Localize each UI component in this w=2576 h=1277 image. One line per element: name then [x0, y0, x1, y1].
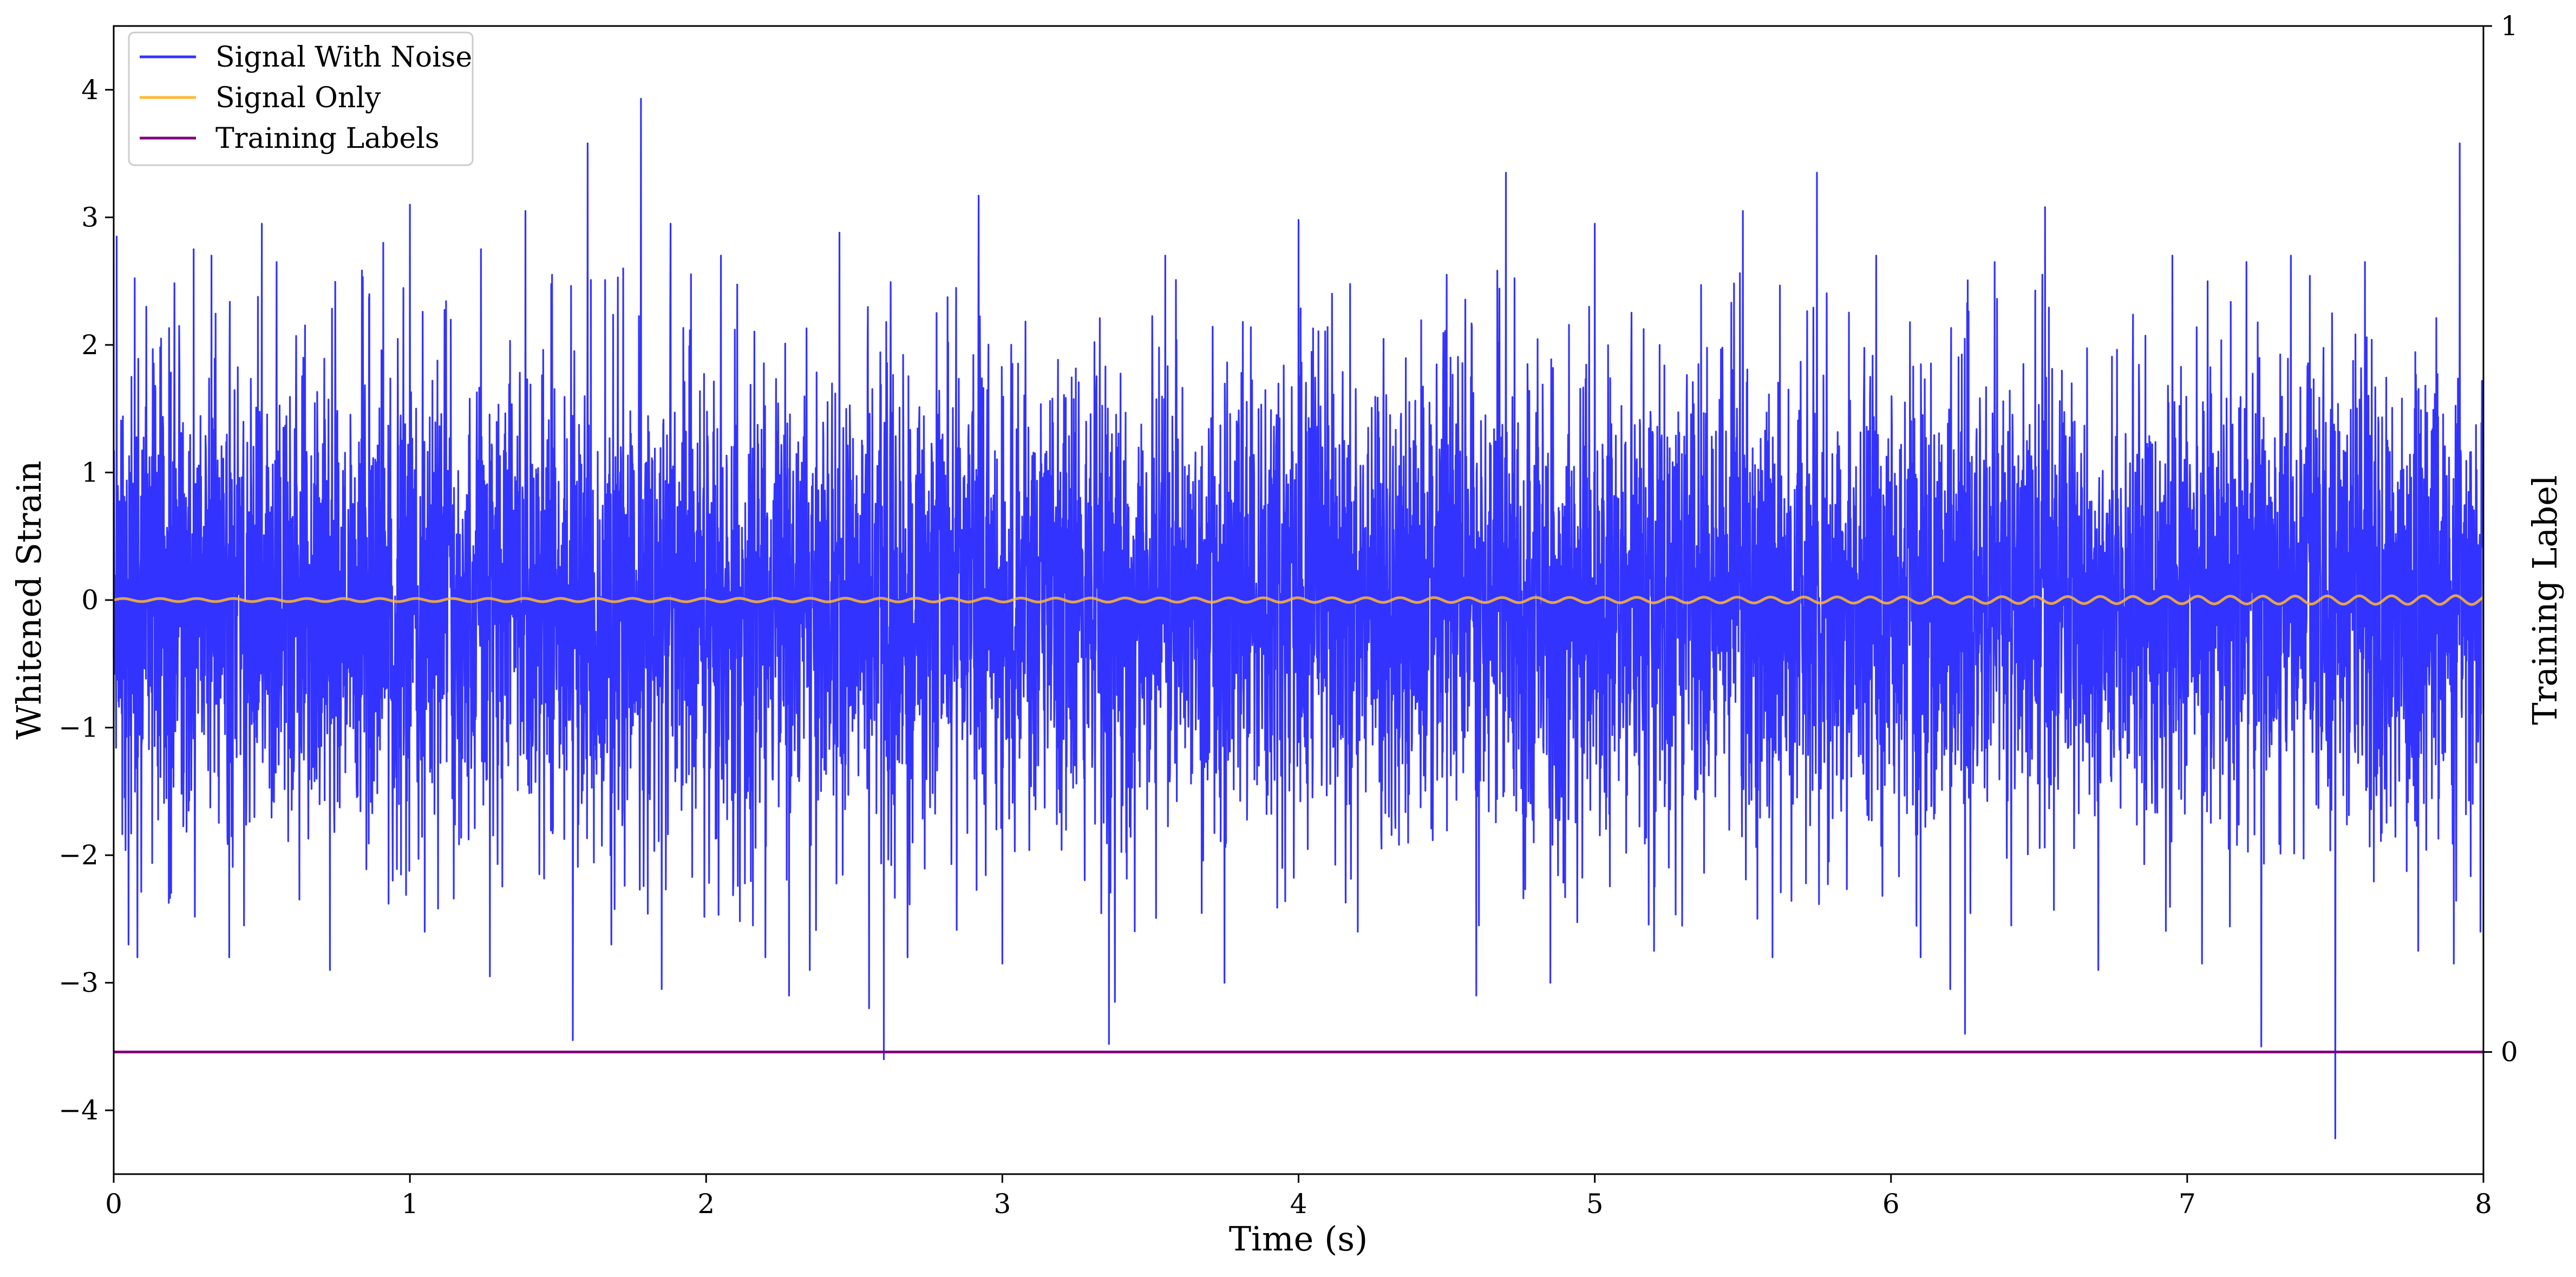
legend-label-signal-only: Signal Only	[215, 82, 381, 114]
legend: Signal With Noise Signal Only Training L…	[128, 31, 474, 166]
x-tick-label: 7	[2179, 1188, 2196, 1220]
x-tick-label: 6	[1882, 1188, 1900, 1220]
legend-label-training-labels: Training Labels	[215, 122, 440, 155]
x-tick-label: 1	[401, 1188, 419, 1220]
x-tick-label: 3	[993, 1188, 1011, 1220]
legend-box	[128, 31, 474, 166]
y-axis-right-label: Training Label	[2525, 475, 2565, 725]
x-tick-label: 8	[2475, 1188, 2492, 1220]
y-tick-label: −2	[58, 839, 99, 871]
y-tick-label: 4	[81, 74, 99, 106]
x-tick-label: 5	[1586, 1188, 1604, 1220]
y-tick-label: −3	[58, 967, 99, 999]
x-tick-label: 2	[697, 1188, 715, 1220]
y-tick-label: −1	[58, 712, 99, 744]
x-axis: 0 1 2 3 4 5 6 7 8	[105, 1174, 2492, 1220]
x-axis-label: Time (s)	[1229, 1219, 1368, 1259]
series-signal-with-noise	[113, 97, 2485, 1139]
x-tick-label: 4	[1290, 1188, 1307, 1220]
series-signal-only	[113, 594, 2485, 606]
y-axis-left: 4 3 2 1 0 −1 −2 −3 −4	[58, 74, 114, 1126]
y-right-tick-label: 0	[2501, 1037, 2518, 1068]
y-axis-label: Whitened Strain	[9, 461, 49, 740]
y-tick-label: −4	[58, 1094, 99, 1126]
x-tick-label: 0	[105, 1188, 122, 1220]
y-tick-label: 2	[81, 329, 99, 361]
y-axis-right: 10	[2483, 10, 2518, 1068]
y-tick-label: 1	[81, 457, 99, 488]
y-right-tick-label: 1	[2501, 10, 2518, 42]
legend-label-signal-with-noise: Signal With Noise	[215, 41, 472, 74]
y-tick-label: 3	[81, 201, 99, 233]
y-tick-label: 0	[81, 584, 99, 616]
